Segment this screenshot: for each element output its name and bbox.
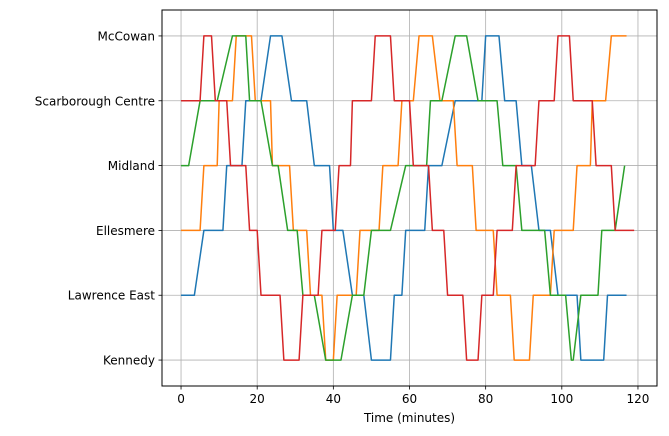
train-series-line-3 — [181, 35, 626, 361]
x-axis-label: Time (minutes) — [363, 411, 455, 425]
y-tick-label: Midland — [108, 159, 155, 173]
x-tick-label: 0 — [177, 392, 185, 406]
plot-frame — [161, 9, 658, 387]
y-tick-label: Scarborough Centre — [35, 94, 155, 108]
y-tick-label: Kennedy — [103, 354, 155, 368]
grid — [162, 10, 657, 386]
x-tick-label: 20 — [250, 392, 265, 406]
y-tick-label: McCowan — [98, 29, 155, 43]
x-tick-label: 120 — [627, 392, 650, 406]
train-series-line-4 — [181, 35, 635, 361]
y-tick-label: Ellesmere — [96, 224, 155, 238]
y-tick-label: Lawrence East — [68, 289, 155, 303]
x-tick-label: 100 — [550, 392, 573, 406]
axes: 0 20 40 60 80 100 120 Kennedy Lawrence East Elles… — [35, 29, 650, 406]
series-lines — [181, 35, 635, 361]
x-tick-label: 60 — [402, 392, 417, 406]
train-series-line-2 — [181, 35, 627, 361]
x-tick-label: 80 — [478, 392, 493, 406]
x-tick-label: 40 — [326, 392, 341, 406]
